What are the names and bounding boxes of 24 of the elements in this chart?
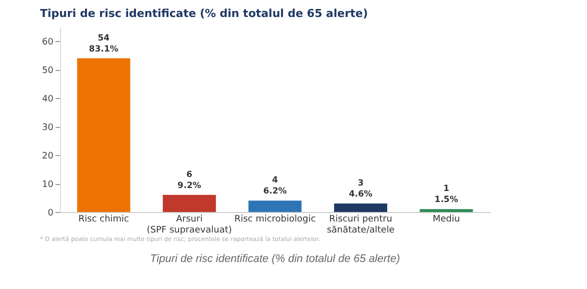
x-tick-label: Arsuri (SPF supraevaluat) bbox=[146, 214, 232, 236]
y-tick-label: 40 bbox=[42, 94, 54, 105]
text: Tipuri de risc identificate (% din totalul de 65 alerte) bbox=[150, 253, 400, 265]
y-tick-label: 0 bbox=[48, 208, 54, 218]
x-tick-label: Riscuri pentru sănătate/altele bbox=[326, 214, 395, 236]
data-label: 6 9.2% bbox=[178, 170, 202, 191]
y-tick-label: 10 bbox=[42, 180, 54, 190]
y-tick-label: 50 bbox=[42, 66, 54, 76]
bar bbox=[420, 209, 473, 212]
y-tick-label: 60 bbox=[42, 38, 54, 48]
bar bbox=[162, 194, 216, 212]
bar bbox=[334, 203, 388, 212]
y-tick-label: 20 bbox=[42, 152, 54, 162]
y-tick-label: 30 bbox=[42, 123, 54, 134]
x-tick-label: Mediu bbox=[432, 214, 460, 224]
chart-title: Tipuri de risc identificate (% din totalul de 65 alerte) bbox=[40, 7, 368, 20]
bar bbox=[77, 58, 130, 212]
data-label: 1 1.5% bbox=[434, 184, 459, 206]
data-label: 4 6.2% bbox=[263, 176, 288, 197]
x-tick-label: Risc chimic bbox=[78, 214, 130, 224]
data-label: 3 4.6% bbox=[348, 178, 373, 200]
x-tick-label: Risc microbiologic bbox=[234, 214, 316, 224]
data-label: 54 83.1% bbox=[88, 33, 119, 54]
bar bbox=[248, 200, 302, 212]
